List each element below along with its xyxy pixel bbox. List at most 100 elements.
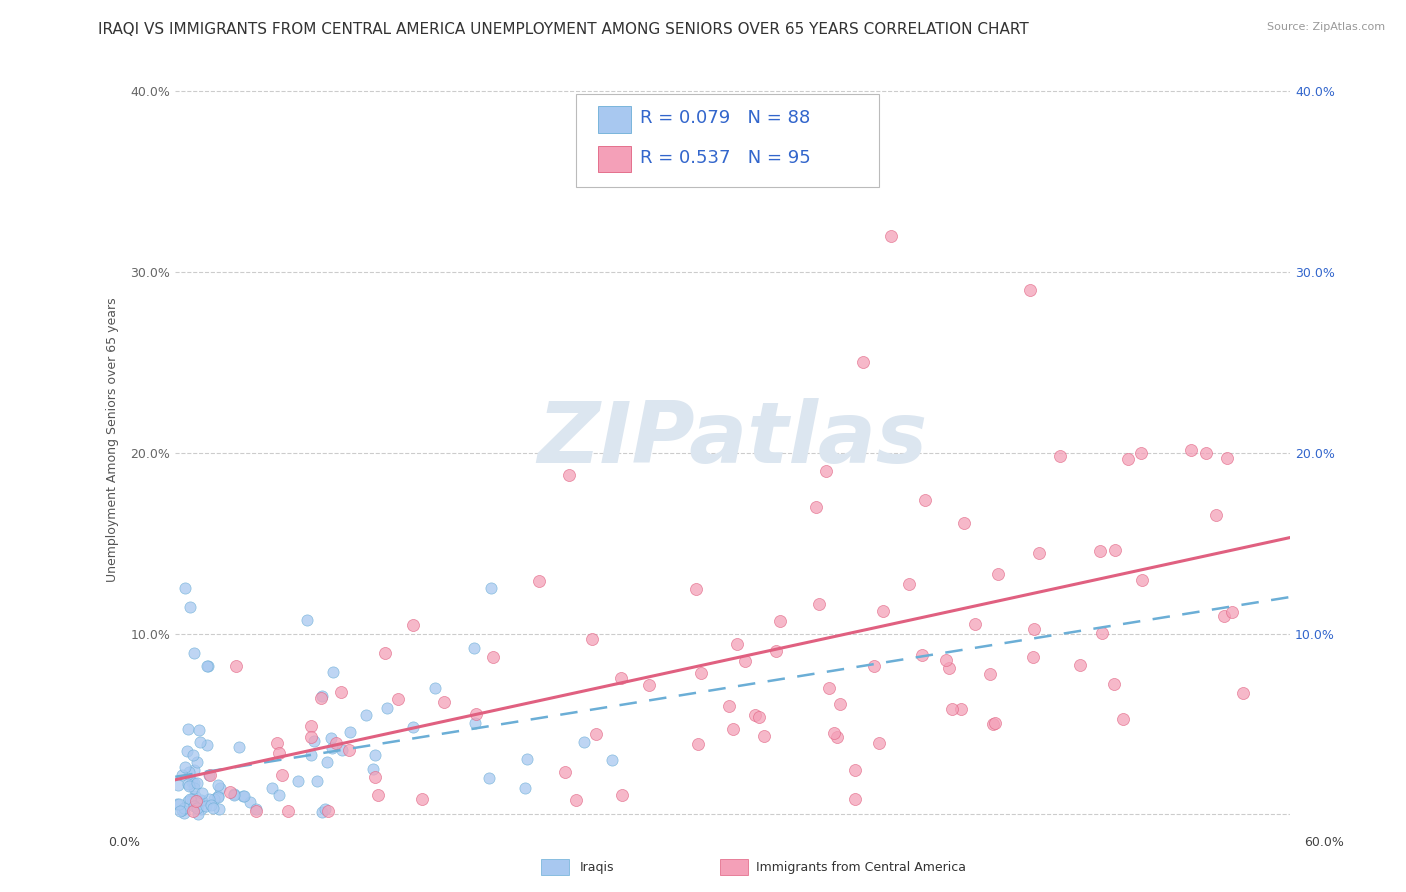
Point bbox=[173, 800, 195, 814]
Point bbox=[170, 768, 193, 782]
Point bbox=[828, 697, 851, 711]
Point bbox=[190, 802, 212, 816]
Point bbox=[585, 727, 607, 741]
Text: R = 0.079   N = 88: R = 0.079 N = 88 bbox=[640, 110, 810, 128]
Text: IRAQI VS IMMIGRANTS FROM CENTRAL AMERICA UNEMPLOYMENT AMONG SENIORS OVER 65 YEAR: IRAQI VS IMMIGRANTS FROM CENTRAL AMERICA… bbox=[98, 22, 1029, 37]
Text: Immigrants from Central America: Immigrants from Central America bbox=[756, 861, 966, 873]
Point bbox=[911, 648, 934, 662]
Point bbox=[965, 616, 987, 631]
Point bbox=[195, 659, 218, 673]
Point bbox=[208, 801, 231, 815]
Point bbox=[844, 763, 866, 777]
Point bbox=[479, 582, 502, 596]
Point bbox=[181, 792, 204, 806]
Point bbox=[198, 767, 221, 781]
Point bbox=[723, 723, 745, 737]
Point bbox=[299, 748, 322, 763]
Point bbox=[191, 794, 214, 808]
Point bbox=[725, 637, 748, 651]
Text: 60.0%: 60.0% bbox=[1305, 836, 1344, 848]
Point bbox=[464, 715, 486, 730]
Point bbox=[311, 689, 333, 703]
Point bbox=[190, 786, 212, 800]
Point bbox=[361, 762, 384, 776]
Point bbox=[319, 731, 342, 746]
Point bbox=[950, 702, 973, 716]
Point bbox=[686, 737, 709, 751]
Point bbox=[979, 666, 1001, 681]
Point bbox=[318, 804, 340, 818]
Point bbox=[1180, 442, 1202, 457]
Point bbox=[610, 789, 633, 803]
Point bbox=[852, 355, 875, 369]
Text: 0.0%: 0.0% bbox=[108, 836, 139, 848]
Point bbox=[207, 789, 229, 804]
Point bbox=[914, 492, 936, 507]
Point bbox=[180, 775, 202, 789]
Point bbox=[1116, 452, 1139, 467]
Point bbox=[186, 801, 208, 815]
Point bbox=[339, 725, 361, 739]
Point bbox=[481, 650, 503, 665]
Point bbox=[179, 779, 201, 793]
Point bbox=[1102, 677, 1125, 691]
Point bbox=[981, 717, 1004, 731]
Point bbox=[1205, 508, 1227, 522]
Point bbox=[202, 801, 225, 815]
Point bbox=[197, 658, 219, 673]
Point bbox=[425, 681, 447, 695]
Point bbox=[181, 747, 204, 762]
Point bbox=[198, 768, 221, 782]
Point bbox=[464, 707, 486, 722]
Point bbox=[637, 678, 659, 692]
Point bbox=[181, 804, 204, 818]
Point bbox=[311, 691, 333, 706]
Point bbox=[581, 632, 603, 646]
Point bbox=[337, 743, 360, 757]
Point bbox=[402, 720, 425, 734]
Point bbox=[844, 791, 866, 805]
Point bbox=[690, 666, 713, 681]
Point bbox=[287, 774, 309, 789]
Text: Iraqis: Iraqis bbox=[579, 861, 614, 873]
Point bbox=[245, 802, 267, 816]
Point bbox=[1090, 625, 1112, 640]
Point bbox=[167, 778, 190, 792]
Point bbox=[329, 685, 352, 699]
Point bbox=[322, 665, 344, 679]
Text: R = 0.537   N = 95: R = 0.537 N = 95 bbox=[640, 149, 810, 167]
Point bbox=[1019, 283, 1042, 297]
Point bbox=[176, 743, 198, 757]
Point bbox=[364, 770, 387, 784]
Point bbox=[173, 805, 195, 820]
Point bbox=[187, 723, 209, 738]
Point bbox=[879, 228, 901, 243]
Text: ZIPatlas: ZIPatlas bbox=[537, 398, 928, 481]
Point bbox=[364, 748, 387, 763]
Point bbox=[305, 774, 328, 789]
Point bbox=[179, 791, 201, 805]
Point bbox=[207, 778, 229, 792]
Point bbox=[554, 765, 576, 780]
Point bbox=[1028, 546, 1050, 560]
Point bbox=[183, 776, 205, 790]
Point bbox=[299, 719, 322, 733]
Point bbox=[808, 597, 831, 611]
Point bbox=[183, 647, 205, 661]
Point bbox=[516, 752, 538, 766]
Point bbox=[321, 740, 343, 755]
Point bbox=[170, 804, 193, 818]
Point bbox=[1069, 658, 1091, 673]
Point bbox=[222, 787, 245, 801]
Point bbox=[183, 764, 205, 778]
Point bbox=[299, 731, 322, 745]
Point bbox=[232, 789, 254, 804]
Point bbox=[600, 754, 623, 768]
Point bbox=[200, 797, 222, 812]
Point bbox=[718, 699, 741, 714]
Point bbox=[748, 710, 770, 724]
Point bbox=[186, 794, 208, 808]
Point bbox=[373, 646, 395, 660]
Point bbox=[208, 781, 231, 796]
Point bbox=[186, 756, 208, 770]
